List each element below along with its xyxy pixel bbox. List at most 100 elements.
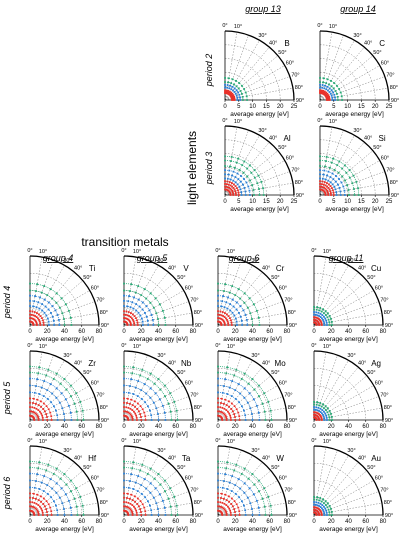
- data-point-red: [42, 408, 45, 410]
- data-point-red: [42, 514, 44, 516]
- data-point-red: [141, 503, 144, 506]
- data-point-green: [159, 388, 162, 391]
- data-point-red: [224, 89, 226, 92]
- data-point-blue: [58, 496, 61, 499]
- data-point-red: [324, 184, 327, 187]
- data-point-blue: [144, 496, 147, 499]
- data-point-red: [224, 185, 226, 188]
- angle-tick-label: 70°: [291, 167, 299, 173]
- data-point-red: [34, 497, 37, 500]
- data-point-blue: [143, 383, 146, 386]
- data-point-green: [169, 410, 172, 413]
- data-point-green: [139, 469, 142, 472]
- data-point-green: [328, 419, 331, 421]
- data-point-red: [227, 315, 230, 318]
- data-point-blue: [217, 472, 219, 475]
- data-point-red: [230, 97, 233, 100]
- data-point-red: [228, 507, 231, 510]
- energy-axis-label: average energy [eV]: [35, 336, 94, 343]
- data-point-green: [164, 490, 166, 493]
- grid-arc: [123, 273, 176, 326]
- data-point-green: [154, 297, 157, 300]
- data-point-green: [253, 176, 256, 179]
- data-point-red: [321, 91, 324, 94]
- data-point-green: [264, 419, 267, 421]
- angle-tick-label: 40°: [358, 361, 366, 367]
- data-point-green: [269, 409, 272, 412]
- data-point-green: [313, 403, 315, 406]
- data-point-red: [326, 182, 328, 184]
- data-point-green: [251, 324, 254, 326]
- data-point-blue: [150, 314, 153, 316]
- grid-radial: [313, 265, 349, 326]
- data-point-blue: [123, 377, 125, 380]
- data-point-red: [221, 406, 224, 409]
- data-point-blue: [217, 486, 219, 489]
- data-point-green: [326, 316, 329, 319]
- data-point-green: [38, 461, 41, 464]
- angle-tick-label: 10°: [133, 249, 141, 255]
- data-point-red: [35, 407, 38, 410]
- data-point-red: [29, 317, 31, 319]
- data-point-red: [329, 185, 332, 188]
- data-point-green: [252, 303, 255, 306]
- data-point-blue: [233, 314, 236, 317]
- data-point-red: [331, 187, 333, 189]
- grid-radial: [313, 450, 338, 516]
- angle-tick-label: 10°: [234, 119, 242, 125]
- angle-tick-label: 40°: [262, 266, 270, 272]
- data-point-blue: [328, 87, 331, 90]
- data-point-green: [326, 312, 329, 315]
- data-point-red: [224, 312, 226, 314]
- data-point-blue: [152, 324, 155, 326]
- data-point-green: [245, 95, 248, 98]
- data-point-red: [324, 194, 327, 196]
- element-label: Mo: [275, 359, 287, 368]
- data-point-red: [46, 514, 49, 516]
- data-point-red: [39, 315, 42, 318]
- data-point-blue: [158, 493, 161, 496]
- data-point-green: [263, 392, 266, 395]
- data-point-green: [330, 510, 333, 513]
- data-point-red: [328, 188, 331, 191]
- data-point-green: [257, 316, 260, 319]
- data-point-red: [35, 322, 38, 325]
- data-point-blue: [137, 380, 140, 382]
- data-point-green: [316, 401, 319, 404]
- data-point-green: [75, 410, 78, 413]
- data-point-green: [328, 514, 331, 516]
- data-point-red: [227, 90, 230, 92]
- data-point-blue: [158, 398, 161, 401]
- data-point-green: [131, 467, 134, 470]
- data-point-red: [330, 194, 332, 196]
- grid-arc: [123, 463, 176, 516]
- data-point-blue: [238, 185, 241, 188]
- data-point-red: [235, 194, 237, 196]
- section-light-elements: light elements: [185, 131, 199, 205]
- grid-radial: [313, 257, 327, 326]
- data-point-green: [123, 365, 125, 368]
- energy-tick-label: 20: [372, 199, 379, 205]
- angle-tick-label: 90°: [101, 323, 109, 329]
- data-point-green: [238, 82, 241, 84]
- data-point-red: [131, 404, 134, 406]
- data-point-blue: [239, 487, 242, 490]
- data-point-blue: [241, 324, 244, 326]
- data-point-green: [233, 83, 235, 86]
- data-point-green: [249, 312, 252, 315]
- data-point-red: [229, 184, 232, 187]
- data-point-green: [65, 483, 68, 486]
- angle-tick-label: 80°: [295, 85, 303, 91]
- data-point-blue: [55, 396, 58, 399]
- grid-radial: [319, 55, 373, 101]
- data-point-red: [217, 505, 219, 508]
- data-point-red: [229, 509, 232, 512]
- data-point-green: [328, 321, 331, 324]
- data-point-red: [225, 409, 228, 411]
- grid-arc: [319, 167, 348, 196]
- data-point-blue: [322, 415, 325, 418]
- data-point-red: [319, 92, 321, 94]
- angle-tick-label: 40°: [262, 456, 270, 462]
- data-point-red: [326, 99, 328, 101]
- section-transition-metals: transition metals: [81, 235, 168, 249]
